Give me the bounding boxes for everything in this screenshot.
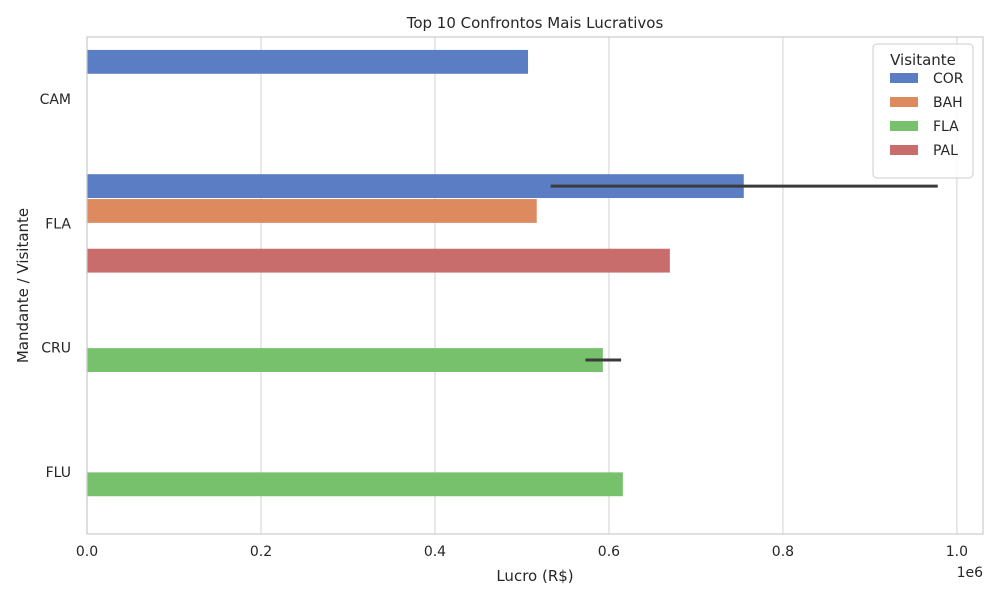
x-tick-label-1: 0.2 bbox=[250, 544, 272, 560]
legend-swatch-fla bbox=[890, 121, 918, 131]
legend-swatch-cor bbox=[890, 73, 918, 83]
bar-fla-pal bbox=[87, 248, 670, 273]
x-tick-label-0: 0.0 bbox=[76, 544, 98, 560]
legend-items: COR BAH FLA PAL bbox=[890, 71, 964, 159]
y-tick-label-cam: CAM bbox=[40, 92, 71, 108]
bar-fla-bah bbox=[87, 199, 537, 223]
bars bbox=[87, 49, 744, 497]
legend-label-cor: COR bbox=[933, 71, 964, 87]
x-tick-label-5: 1.0 bbox=[946, 544, 968, 560]
x-axis-scale-label: 1e6 bbox=[957, 565, 984, 581]
error-bars bbox=[550, 184, 938, 362]
chart-title: Top 10 Confrontos Mais Lucrativos bbox=[406, 14, 664, 32]
x-axis-label: Lucro (R$) bbox=[496, 567, 573, 585]
legend-title: Visitante bbox=[890, 51, 956, 69]
legend-label-fla: FLA bbox=[933, 119, 959, 135]
legend-swatch-pal bbox=[890, 145, 918, 155]
bar-cru-fla bbox=[87, 348, 603, 372]
legend-label-pal: PAL bbox=[933, 143, 958, 159]
legend-swatch-bah bbox=[890, 97, 918, 107]
bar-cam-cor bbox=[87, 49, 529, 74]
legend: Visitante COR BAH FLA PAL bbox=[872, 43, 974, 179]
y-axis-label: Mandante / Visitante bbox=[14, 208, 32, 363]
y-tick-label-flu: FLU bbox=[46, 465, 71, 481]
bar-fla-cor bbox=[87, 174, 744, 199]
x-tick-labels: 0.0 0.2 0.4 0.6 0.8 1.0 bbox=[76, 544, 968, 560]
x-tick-label-3: 0.6 bbox=[598, 544, 620, 560]
y-tick-labels: CAM FLA CRU FLU bbox=[40, 92, 72, 481]
x-tick-label-4: 0.8 bbox=[772, 544, 794, 560]
legend-label-bah: BAH bbox=[933, 95, 963, 111]
bar-flu-fla bbox=[87, 472, 623, 497]
y-tick-label-cru: CRU bbox=[41, 341, 71, 357]
plot-frame bbox=[86, 36, 984, 535]
x-tick-label-2: 0.4 bbox=[424, 544, 446, 560]
y-tick-label-fla: FLA bbox=[45, 216, 71, 232]
grid-lines bbox=[86, 37, 958, 534]
